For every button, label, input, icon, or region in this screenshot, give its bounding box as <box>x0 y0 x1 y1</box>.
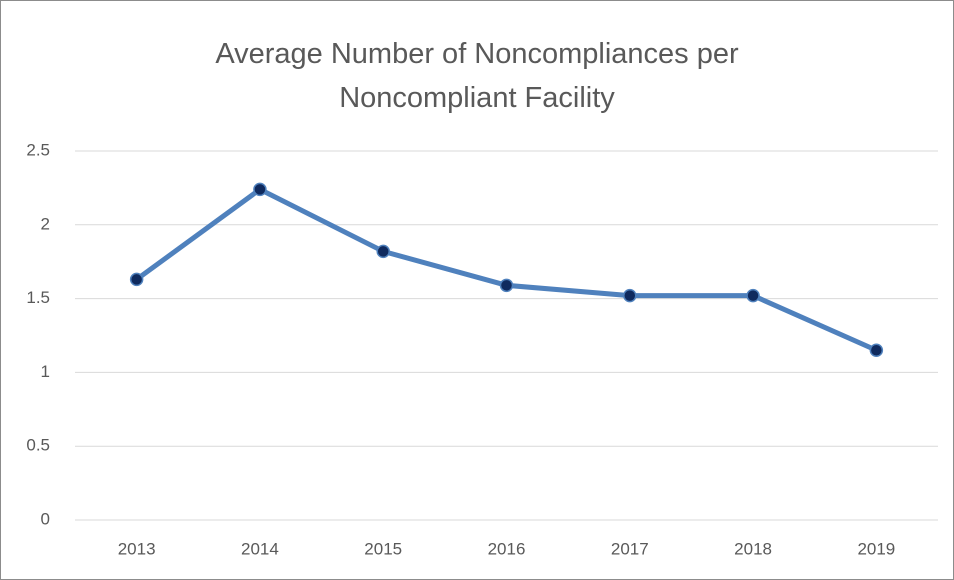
chart-title: Average Number of Noncompliances per Non… <box>215 38 739 114</box>
x-tick-label: 2018 <box>734 539 772 558</box>
y-tick-label: 0 <box>41 509 50 528</box>
y-tick-label: 0.5 <box>26 436 50 455</box>
data-point <box>746 288 760 303</box>
data-point <box>869 343 884 358</box>
data-point <box>253 182 267 197</box>
y-tick-label: 1.5 <box>26 288 50 307</box>
y-tick-label: 2 <box>41 214 50 233</box>
y-tick-label: 1 <box>41 362 50 381</box>
data-point <box>623 288 637 303</box>
y-tick-label: 2.5 <box>26 140 50 159</box>
x-tick-label: 2013 <box>118 539 156 558</box>
data-point <box>499 278 514 293</box>
data-point <box>376 244 390 259</box>
data-point <box>129 272 144 287</box>
x-tick-label: 2014 <box>241 539 279 558</box>
x-tick-label: 2016 <box>488 539 526 558</box>
x-tick-label: 2019 <box>857 539 895 558</box>
x-tick-label: 2017 <box>611 539 649 558</box>
x-tick-label: 2015 <box>364 539 402 558</box>
